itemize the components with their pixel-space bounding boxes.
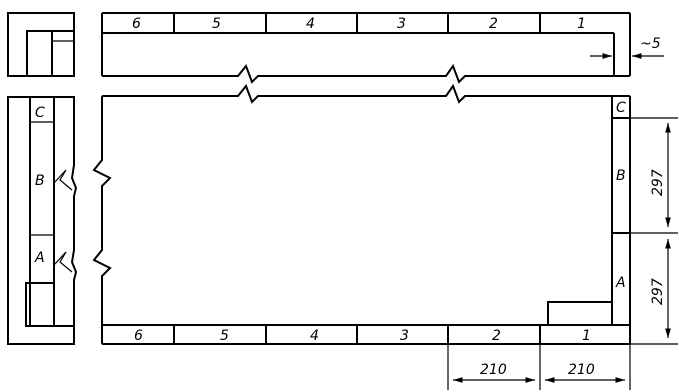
width-left-label: 210 [480, 362, 507, 378]
main-sheet: C B A 6 5 4 3 2 1 [92, 83, 631, 345]
row-label-left-a: A [34, 250, 45, 266]
top-strip: 6 5 4 3 2 1 [101, 12, 631, 84]
row-label-right-c: C [616, 100, 626, 116]
height-lower-label: 297 [650, 278, 666, 305]
width-dimensions: 210 210 [447, 344, 631, 390]
zone-bottom-1: 1 [582, 328, 591, 344]
row-label-right-a: A [615, 275, 626, 291]
zone-top-2: 2 [489, 16, 498, 32]
zone-top-5: 5 [212, 16, 221, 32]
row-label-left-c: C [35, 105, 45, 121]
zone-bottom-6: 6 [134, 328, 143, 344]
left-top-fragment [7, 12, 75, 77]
zone-bottom-3: 3 [400, 328, 409, 344]
zone-bottom-5: 5 [220, 328, 229, 344]
zone-top-1: 1 [577, 16, 586, 32]
zone-top-4: 4 [306, 16, 315, 32]
width-right-label: 210 [568, 362, 595, 378]
left-bottom-fragment: C B A [7, 96, 78, 345]
zone-top-3: 3 [397, 16, 406, 32]
gap-label: ~5 [640, 36, 661, 52]
height-dimensions: 297 297 [630, 117, 678, 345]
height-upper-label: 297 [650, 169, 666, 196]
zone-bottom-2: 2 [492, 328, 501, 344]
zone-bottom-4: 4 [310, 328, 319, 344]
zone-top-6: 6 [132, 16, 141, 32]
row-label-right-b: B [616, 168, 626, 184]
row-label-left-b: B [35, 173, 45, 189]
gap-dimension: ~5 [590, 36, 664, 60]
